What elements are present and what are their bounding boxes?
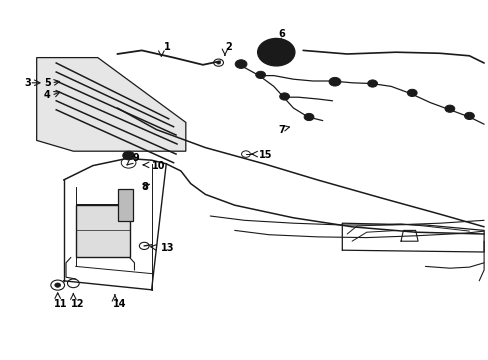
Circle shape bbox=[328, 77, 340, 86]
Text: 9: 9 bbox=[132, 153, 139, 163]
Text: 10: 10 bbox=[151, 161, 165, 171]
Polygon shape bbox=[37, 58, 185, 151]
Circle shape bbox=[367, 80, 377, 87]
Text: 5: 5 bbox=[44, 78, 51, 88]
Circle shape bbox=[444, 105, 454, 112]
Text: 6: 6 bbox=[278, 29, 285, 39]
Circle shape bbox=[55, 283, 61, 287]
Text: 14: 14 bbox=[112, 299, 126, 309]
Text: 1: 1 bbox=[163, 42, 170, 52]
Text: 15: 15 bbox=[259, 150, 272, 160]
Bar bbox=[118, 189, 133, 221]
Circle shape bbox=[235, 60, 246, 68]
Circle shape bbox=[255, 71, 265, 78]
Text: 11: 11 bbox=[54, 299, 67, 309]
Text: 8: 8 bbox=[142, 182, 148, 192]
Text: 12: 12 bbox=[71, 299, 84, 309]
Bar bbox=[76, 205, 129, 257]
Circle shape bbox=[279, 93, 289, 100]
Circle shape bbox=[407, 89, 416, 96]
Text: 7: 7 bbox=[278, 125, 285, 135]
Circle shape bbox=[304, 113, 313, 121]
Circle shape bbox=[122, 151, 134, 160]
Circle shape bbox=[257, 39, 294, 66]
Text: 2: 2 bbox=[224, 42, 231, 52]
Circle shape bbox=[464, 112, 473, 120]
Circle shape bbox=[266, 45, 285, 59]
Text: 3: 3 bbox=[24, 78, 31, 88]
Text: 13: 13 bbox=[161, 243, 175, 253]
Circle shape bbox=[216, 61, 220, 64]
Text: 4: 4 bbox=[44, 90, 51, 100]
